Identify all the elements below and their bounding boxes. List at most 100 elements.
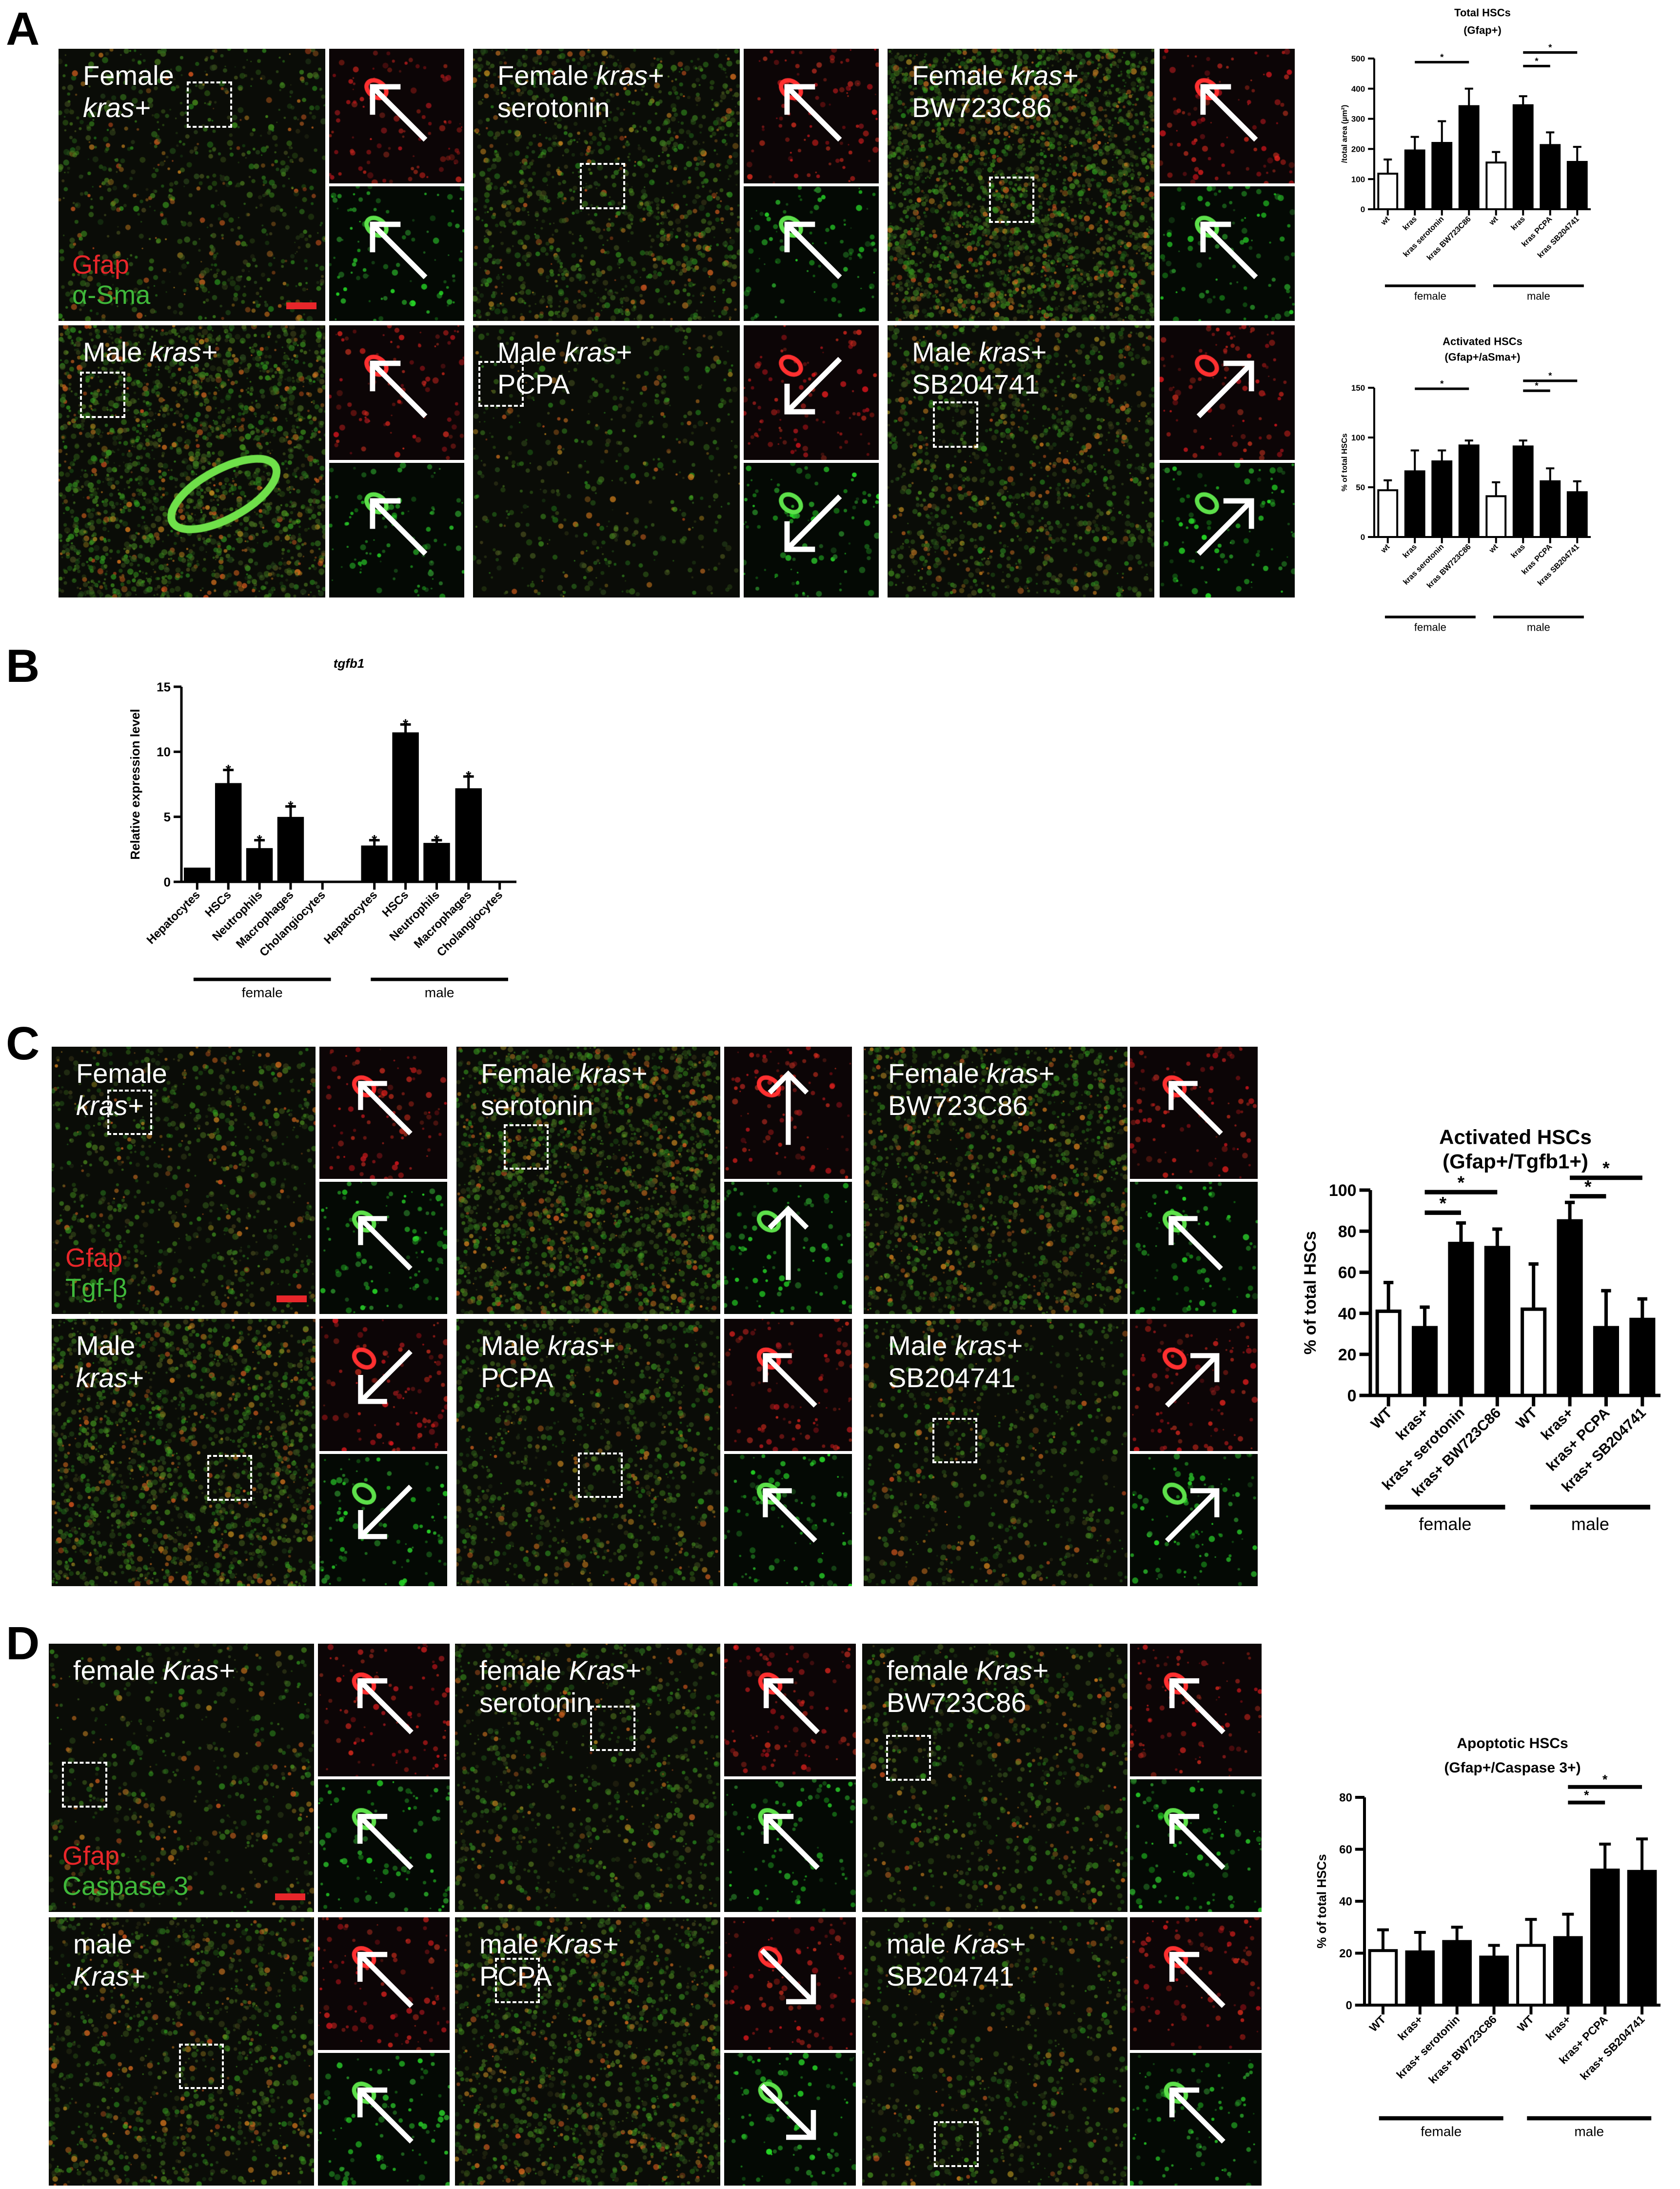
label-segment: Male	[912, 337, 979, 367]
region-of-interest-box	[577, 1453, 623, 1498]
label-segment: female	[73, 1655, 163, 1686]
significance-star: *	[1548, 371, 1552, 381]
arrow-icon	[752, 1343, 824, 1427]
legend-item-caspase-3: Caspase 3	[62, 1871, 189, 1901]
inset-image	[724, 1917, 856, 2050]
arrow-icon	[347, 1941, 420, 2026]
label-segment: PCPA	[497, 369, 570, 399]
legend-item--sma: α-Sma	[72, 280, 151, 310]
region-of-interest-box	[107, 1089, 152, 1135]
arrow-icon	[359, 350, 435, 436]
bar-4	[1485, 161, 1507, 210]
x-tick-label: wt	[1487, 542, 1500, 555]
inset-image	[329, 49, 464, 183]
inset-image	[1130, 1644, 1262, 1776]
arrow-icon	[1158, 1343, 1230, 1427]
inset-image	[724, 1319, 852, 1451]
inset-image	[319, 1047, 447, 1179]
bar-4	[1485, 495, 1507, 538]
bar-0	[184, 867, 211, 883]
label-segment: serotonin	[479, 1687, 592, 1718]
inset-image	[1130, 2053, 1262, 2186]
inset-red-channel	[1130, 1644, 1262, 1776]
label-line: Female	[83, 60, 174, 92]
micrograph-image	[862, 1644, 1127, 1912]
label-segment: Male	[83, 337, 150, 367]
inset-green-channel	[724, 1182, 852, 1314]
arrow-icon	[753, 1941, 827, 2026]
inset-image	[1130, 1319, 1258, 1451]
micrograph-c2: Female kras+ serotonin	[456, 1047, 720, 1314]
arrow-icon	[1159, 1668, 1232, 1752]
micrograph-image	[59, 325, 325, 597]
bar-8	[455, 788, 482, 883]
region-of-interest-box	[932, 401, 978, 448]
y-tick-label: 80	[1338, 1222, 1357, 1241]
bar-7	[1566, 491, 1588, 538]
significance-star: *	[1440, 378, 1444, 389]
significance-star: *	[1440, 52, 1444, 62]
micrograph-c5: Male kras+ PCPA	[456, 1319, 720, 1586]
inset-image	[744, 325, 879, 460]
significance-star: *	[1584, 1176, 1592, 1197]
label-segment: SB204741	[912, 369, 1040, 399]
y-axis-label: Relative expression level	[128, 709, 142, 859]
inset-red-channel	[329, 325, 464, 460]
arrow-icon	[359, 73, 435, 159]
bar-5	[1553, 1936, 1583, 2007]
micrograph-image	[473, 49, 740, 321]
inset-image	[1130, 1454, 1258, 1586]
legend-item-gfap: Gfap	[62, 1841, 120, 1871]
arrow-icon	[1189, 211, 1265, 297]
arrow-icon	[773, 487, 849, 574]
bar-1	[1405, 1950, 1435, 2007]
inset-red-channel	[319, 1047, 447, 1179]
label-line: Female kras+	[481, 1057, 647, 1090]
label-segment: kras+	[978, 337, 1047, 367]
group-label-female: female	[242, 985, 283, 1000]
label-segment: male	[73, 1929, 133, 1959]
label-line: Male	[76, 1330, 144, 1362]
group-label-male: male	[1527, 621, 1550, 634]
label-segment: Kras+	[953, 1929, 1026, 1959]
label-segment: kras+	[954, 1330, 1023, 1361]
significance-star: *	[372, 833, 377, 848]
arrow-icon	[1189, 350, 1265, 436]
label-segment: female	[479, 1655, 569, 1686]
chart-title: (Gfap+/Caspase 3+)	[1444, 1760, 1581, 1776]
label-line: Kras+	[73, 1960, 145, 1992]
arrow-icon	[1158, 1071, 1230, 1155]
inset-red-channel	[724, 1047, 852, 1179]
label-segment: kras+	[987, 1058, 1054, 1089]
bar-3	[277, 816, 304, 883]
inset-image	[724, 1644, 856, 1776]
micrograph-label: Male kras+	[83, 336, 217, 368]
bar-2	[246, 848, 273, 883]
panel-letter-c: C	[6, 1017, 40, 1070]
y-tick-label: 20	[1339, 1947, 1352, 1960]
significance-star: *	[1458, 1172, 1465, 1193]
micrograph-label: female Kras+ serotonin	[479, 1654, 641, 1719]
y-axis-label: % of total HSCs	[1314, 1854, 1329, 1949]
bar-4	[1516, 1944, 1546, 2007]
label-line: female Kras+	[887, 1654, 1048, 1687]
micrograph-image	[49, 1917, 314, 2186]
arrow-icon	[752, 1478, 824, 1562]
micrograph-c3: Female kras+ BW723C86	[864, 1047, 1127, 1314]
chart-title: Activated HSCs	[1443, 336, 1522, 348]
micrograph-label: Female kras+ serotonin	[481, 1057, 647, 1122]
y-tick-label: 100	[1351, 175, 1365, 184]
x-tick-label: kras+ BW723C86	[1426, 2013, 1499, 2086]
inset-image	[1160, 325, 1295, 460]
significance-star: *	[1584, 1788, 1589, 1803]
stain-legend: Gfap Tgf-β	[65, 1243, 127, 1303]
region-of-interest-box	[932, 1417, 977, 1463]
inset-green-channel	[318, 1779, 450, 1912]
x-tick-label: kras	[1402, 215, 1419, 232]
significance-star: *	[257, 833, 263, 848]
arrow-icon	[348, 1478, 419, 1562]
label-line: kras+	[76, 1090, 167, 1122]
arrow-icon	[359, 487, 435, 574]
x-tick-label: WT	[1368, 1405, 1395, 1432]
arrow-icon	[1158, 1478, 1230, 1562]
